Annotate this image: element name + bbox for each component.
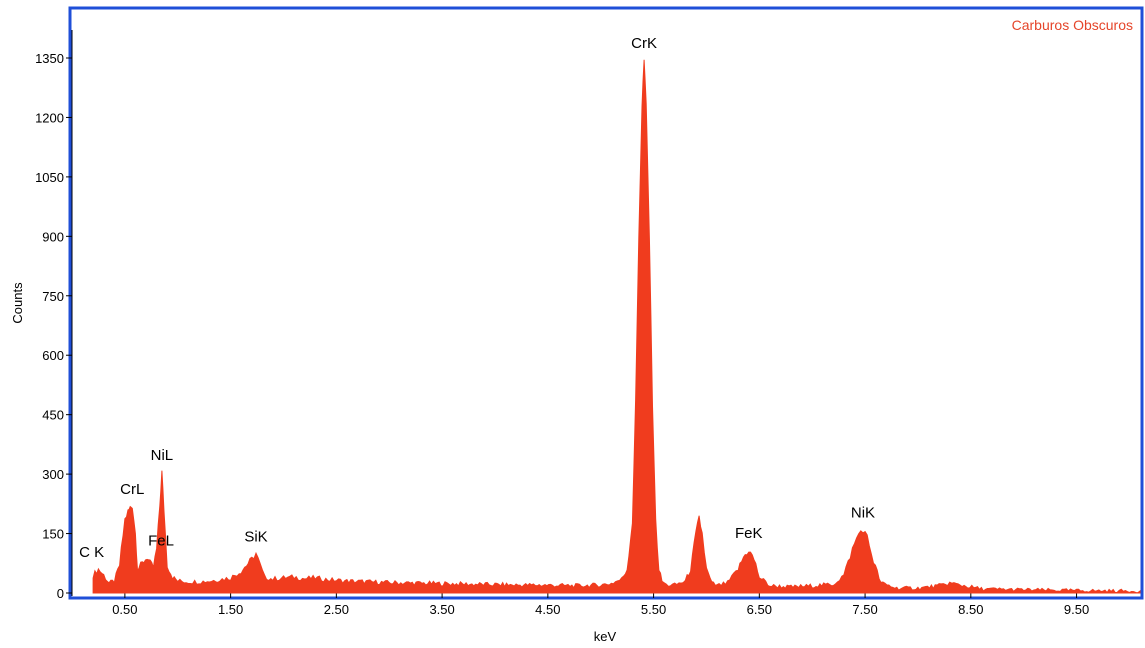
- y-tick-label: 750: [42, 289, 64, 304]
- peak-label: NiL: [151, 447, 174, 464]
- x-tick-label: 9.50: [1064, 602, 1089, 617]
- y-tick-label: 450: [42, 408, 64, 423]
- y-axis: 0 150 300 450 600 750 900 1050 1200 1350: [35, 30, 73, 601]
- spectrum-area: [92, 59, 1141, 594]
- plot-frame: [68, 6, 1144, 600]
- y-tick-label: 900: [42, 229, 64, 244]
- y-axis-title: Counts: [10, 282, 25, 324]
- peak-label: CrL: [120, 481, 144, 498]
- x-tick-label: 3.50: [429, 602, 454, 617]
- spectrum-title: Carburos Obscuros: [1012, 17, 1133, 33]
- peak-labels: C K CrL FeL NiL SiK CrK FeK NiK: [79, 35, 875, 561]
- x-tick-label: 0.50: [112, 602, 137, 617]
- x-axis-title: keV: [594, 629, 617, 644]
- y-tick-label: 1350: [35, 51, 64, 66]
- peak-label: C K: [79, 544, 104, 561]
- x-tick-label: 5.50: [641, 602, 666, 617]
- x-tick-label: 4.50: [535, 602, 560, 617]
- peak-label: CrK: [631, 35, 657, 52]
- x-tick-label: 8.50: [958, 602, 983, 617]
- y-tick-label: 150: [42, 527, 64, 542]
- x-tick-label: 6.50: [747, 602, 772, 617]
- y-tick-label: 300: [42, 467, 64, 482]
- y-tick-label: 600: [42, 348, 64, 363]
- x-tick-label: 7.50: [852, 602, 877, 617]
- x-axis: 0.50 1.50 2.50 3.50 4.50 5.50 6.50 7.50 8.50 9.50: [112, 592, 1089, 617]
- y-tick-label: 1200: [35, 110, 64, 125]
- y-tick-label: 1050: [35, 170, 64, 185]
- peak-label: SiK: [244, 528, 267, 545]
- peak-label: FeL: [148, 532, 174, 549]
- x-tick-label: 1.50: [218, 602, 243, 617]
- y-tick-label: 0: [57, 586, 64, 601]
- peak-label: NiK: [851, 505, 875, 522]
- peak-label: FeK: [735, 525, 763, 542]
- x-tick-label: 2.50: [324, 602, 349, 617]
